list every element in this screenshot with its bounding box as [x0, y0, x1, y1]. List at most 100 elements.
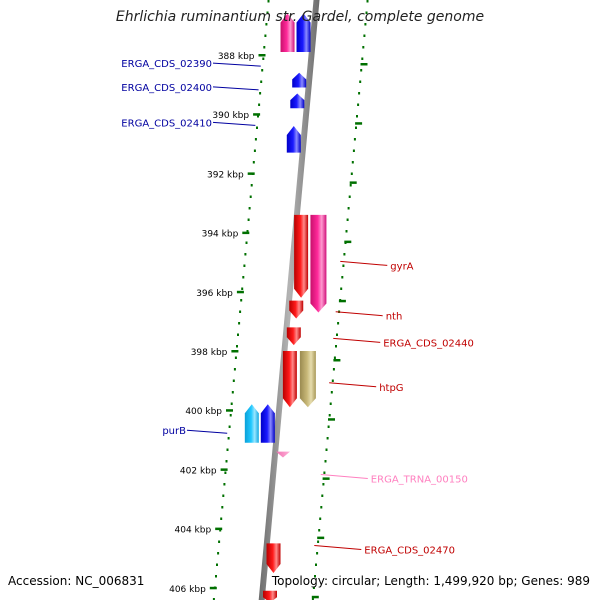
- tick-dot: [328, 414, 331, 417]
- ruler-tick: [215, 527, 223, 531]
- tick-dot: [229, 414, 232, 417]
- feature-purb-cyan: [244, 404, 259, 443]
- tick-dot: [238, 322, 241, 325]
- tick-dot: [248, 207, 251, 210]
- tick-dot: [337, 322, 340, 325]
- tick-dot: [317, 540, 320, 543]
- label-leader-line: [340, 260, 388, 266]
- tick-dot: [218, 540, 221, 543]
- feature-gyra-pink: [310, 214, 327, 313]
- tick-dot: [223, 483, 226, 486]
- tick-dot: [361, 57, 364, 60]
- tick-dot: [345, 230, 348, 233]
- ruler-tick: [253, 113, 261, 116]
- tick-dot: [224, 471, 227, 474]
- kbp-ruler: 388 kbp 390 kbp 392 kbp 394 kbp 396 kbp 398 k…: [169, 52, 368, 599]
- tick-dot: [222, 494, 225, 497]
- feature-labels: ERGA_CDS_02390 ERGA_CDS_02400 ERGA_CDS_024…: [121, 59, 474, 556]
- label-leader-line: [320, 474, 368, 480]
- tick-dot: [346, 218, 349, 221]
- label-nth: nth: [386, 312, 403, 323]
- tick-dot: [227, 437, 230, 440]
- tick-dot: [262, 57, 265, 60]
- tick-dot: [362, 46, 365, 49]
- feature-nth: [289, 300, 304, 319]
- feature-erga-cds-02410: [286, 126, 301, 153]
- label-gyra: gyrA: [390, 261, 413, 272]
- tick-dot: [241, 287, 244, 290]
- tick-dot: [266, 11, 269, 14]
- ruler-tick: [344, 240, 352, 244]
- genome-backbone: [258, 0, 320, 600]
- tick-dot: [221, 506, 224, 509]
- feature-track: [244, 13, 327, 600]
- ruler-tick: [236, 290, 244, 294]
- tick-dot: [256, 126, 258, 129]
- ruler-tick-label: 388 kbp: [218, 52, 255, 62]
- tick-dot: [322, 483, 325, 486]
- label-leader-line: [329, 382, 377, 388]
- ruler-tick-label: 396 kbp: [196, 289, 233, 299]
- tick-dot: [326, 437, 329, 440]
- tick-dot: [254, 138, 257, 141]
- tick-dot: [228, 425, 231, 428]
- genome-summary-text: Topology: circular; Length: 1,499,920 bp…: [271, 574, 590, 588]
- tick-dot: [355, 126, 357, 129]
- tick-dot: [331, 379, 334, 382]
- ruler-tick-label: 402 kbp: [180, 466, 217, 476]
- tick-dot: [347, 207, 350, 210]
- ruler-tick: [311, 595, 319, 599]
- tick-dot: [212, 598, 215, 600]
- tick-dot: [358, 92, 361, 95]
- tick-dot: [250, 184, 253, 187]
- tick-dot-tracks: [212, 0, 369, 600]
- label-erga-cds-02390: ERGA_CDS_02390: [121, 59, 212, 70]
- tick-dot: [258, 103, 261, 106]
- tick-dot: [325, 448, 328, 451]
- tick-dot: [216, 563, 218, 566]
- feature-blue-top: [296, 13, 311, 53]
- tick-dot: [348, 195, 351, 198]
- tick-dot: [329, 402, 332, 405]
- tick-dot: [359, 80, 362, 83]
- accession-text: Accession: NC_006831: [8, 574, 145, 588]
- tick-dot: [226, 448, 229, 451]
- tick-dot: [350, 172, 353, 175]
- genome-title: Ehrlichia ruminantium str. Gardel, compl…: [115, 9, 485, 25]
- feature-pink-top: [280, 13, 295, 53]
- feature-erga-cds-02390: [292, 72, 307, 88]
- tick-dot: [259, 92, 262, 95]
- tick-dot: [240, 299, 243, 302]
- tick-dot: [323, 471, 326, 474]
- tick-dot: [357, 103, 360, 106]
- ruler-tick-label: 400 kbp: [185, 407, 222, 417]
- ruler-tick: [333, 359, 341, 362]
- tick-dot: [363, 34, 366, 37]
- tick-dot: [242, 276, 245, 279]
- tick-dot: [231, 391, 234, 394]
- ruler-tick-label: 390 kbp: [212, 111, 249, 121]
- ruler-tick: [317, 536, 325, 540]
- tick-dot: [316, 552, 319, 555]
- ruler-tick: [209, 586, 217, 590]
- label-leader-line: [333, 337, 381, 343]
- tick-dot: [264, 34, 267, 37]
- tick-dot: [315, 563, 317, 566]
- ruler-tick: [220, 468, 228, 471]
- label-leader-line: [212, 121, 256, 126]
- feature-purb: [260, 404, 275, 443]
- tick-dot: [232, 379, 235, 382]
- tick-dot: [342, 264, 345, 267]
- ruler-tick-label: 392 kbp: [207, 170, 244, 180]
- ruler-tick: [231, 350, 239, 353]
- feature-erga-cds-02400: [290, 93, 305, 109]
- tick-dot: [257, 115, 259, 118]
- tick-dot: [356, 115, 358, 118]
- tick-dot: [246, 230, 249, 233]
- feature-htpg: [282, 351, 297, 408]
- tick-dot: [314, 575, 316, 578]
- tick-dot: [217, 552, 220, 555]
- tick-dot: [349, 184, 352, 187]
- ruler-tick: [328, 418, 335, 421]
